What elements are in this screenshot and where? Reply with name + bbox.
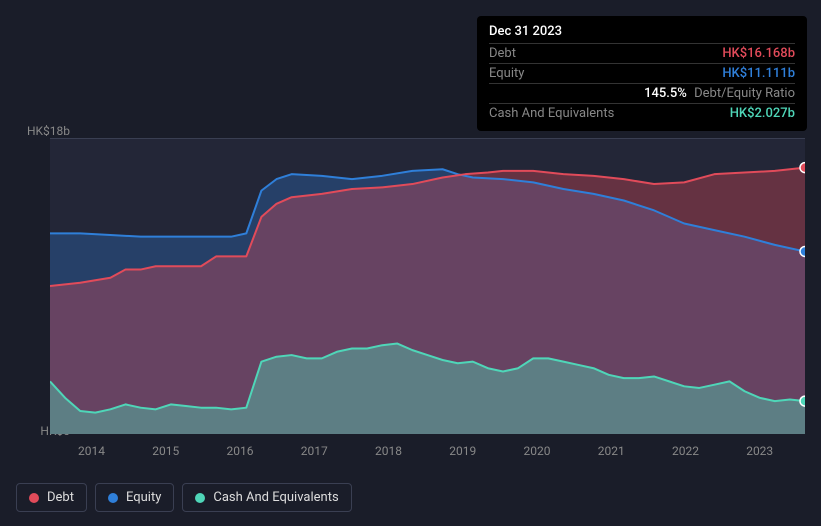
circle-icon	[195, 493, 205, 503]
legend-label: Equity	[126, 490, 161, 505]
x-tick: 2015	[152, 444, 179, 458]
circle-icon	[108, 493, 118, 503]
x-tick: 2017	[301, 444, 328, 458]
tooltip-label: Equity	[489, 66, 524, 81]
circle-icon	[29, 493, 39, 503]
chart-container: HK$18b HK$0 2014201520162017201820192020…	[16, 124, 805, 444]
legend-label: Cash And Equivalents	[213, 490, 338, 505]
tooltip-ratio-label: Debt/Equity Ratio	[694, 86, 795, 101]
tooltip-row-debt: Debt HK$16.168b	[489, 43, 795, 63]
chart-svg[interactable]	[50, 138, 805, 434]
legend-item-cash[interactable]: Cash And Equivalents	[182, 483, 351, 512]
legend-item-debt[interactable]: Debt	[16, 483, 87, 512]
tooltip-row-equity: Equity HK$11.111b	[489, 63, 795, 83]
x-tick: 2019	[449, 444, 476, 458]
x-tick: 2022	[672, 444, 699, 458]
tooltip-ratio-value: 145.5%	[644, 86, 687, 101]
tooltip-label: Cash And Equivalents	[489, 106, 614, 121]
x-tick: 2014	[78, 444, 105, 458]
x-tick: 2020	[523, 444, 550, 458]
x-axis: 2014 2015 2016 2017 2018 2019 2020 2021 2022 2023	[50, 440, 805, 460]
tooltip-date: Dec 31 2023	[489, 24, 795, 43]
x-tick: 2021	[598, 444, 625, 458]
tooltip-row-ratio: 145.5% Debt/Equity Ratio	[489, 83, 795, 103]
tooltip-label: Debt	[489, 46, 516, 61]
x-tick: 2018	[375, 444, 402, 458]
legend: Debt Equity Cash And Equivalents	[16, 483, 352, 512]
y-axis-max-label: HK$18b	[22, 124, 70, 138]
legend-item-equity[interactable]: Equity	[95, 483, 174, 512]
tooltip-value: HK$11.111b	[722, 66, 795, 81]
tooltip-row-cash: Cash And Equivalents HK$2.027b	[489, 103, 795, 123]
x-tick: 2016	[227, 444, 254, 458]
legend-label: Debt	[47, 490, 74, 505]
tooltip-value: HK$2.027b	[730, 106, 795, 121]
x-tick: 2023	[746, 444, 773, 458]
tooltip-value: HK$16.168b	[722, 46, 795, 61]
hover-tooltip: Dec 31 2023 Debt HK$16.168b Equity HK$11…	[477, 16, 807, 131]
